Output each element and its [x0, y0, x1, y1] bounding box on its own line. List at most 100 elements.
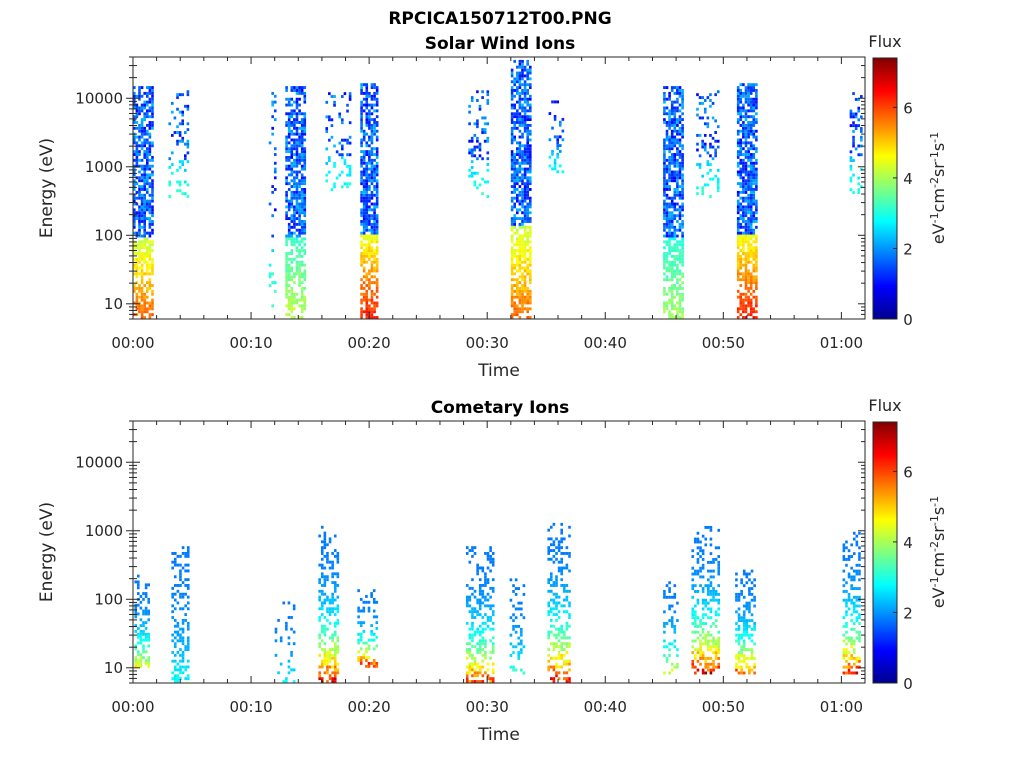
- heatmap-cell: [516, 243, 519, 247]
- heatmap-cell: [736, 222, 740, 226]
- heatmap-cell: [678, 243, 682, 247]
- heatmap-cell: [510, 234, 514, 238]
- heatmap-cell: [181, 653, 185, 657]
- heatmap-cell: [285, 240, 288, 244]
- heatmap-cell: [752, 240, 756, 244]
- heatmap-cell: [484, 581, 487, 585]
- heatmap-cell: [852, 115, 855, 119]
- heatmap-cell: [298, 86, 301, 90]
- heatmap-cell: [852, 135, 855, 139]
- heatmap-cell: [333, 572, 337, 576]
- heatmap-cell: [145, 123, 149, 127]
- heatmap-cell: [293, 126, 296, 130]
- heatmap-cell: [847, 555, 851, 558]
- heatmap-cell: [481, 116, 484, 120]
- heatmap-cell: [736, 269, 740, 273]
- heatmap-cell: [512, 627, 515, 631]
- heatmap-cell: [528, 292, 532, 296]
- heatmap-cell: [521, 243, 524, 247]
- heatmap-cell: [676, 243, 679, 247]
- heatmap-cell: [747, 205, 750, 209]
- heatmap-cell: [556, 144, 559, 148]
- heatmap-cell: [703, 145, 707, 149]
- heatmap-cell: [145, 115, 149, 119]
- heatmap-cell: [343, 138, 347, 142]
- heatmap-cell: [663, 240, 666, 244]
- heatmap-cell: [668, 158, 671, 162]
- heatmap-cell: [300, 190, 304, 194]
- heatmap-cell: [140, 263, 144, 267]
- heatmap-cell: [558, 120, 562, 124]
- heatmap-cell: [483, 128, 487, 132]
- heatmap-cell: [755, 275, 758, 279]
- heatmap-cell: [323, 648, 327, 651]
- heatmap-cell: [739, 91, 743, 95]
- heatmap-cell: [375, 222, 379, 226]
- heatmap-cell: [676, 129, 679, 133]
- heatmap-cell: [747, 153, 750, 156]
- heatmap-cell: [373, 129, 376, 133]
- heatmap-cell: [473, 671, 477, 675]
- heatmap-cell: [744, 275, 748, 279]
- heatmap-cell: [560, 540, 563, 544]
- heatmap-cell: [135, 164, 139, 168]
- heatmap-cell: [744, 211, 748, 215]
- heatmap-cell: [148, 240, 152, 244]
- heatmap-cell: [140, 188, 144, 191]
- heatmap-cell: [749, 155, 753, 159]
- heatmap-cell: [178, 183, 182, 187]
- heatmap-cell: [478, 680, 482, 683]
- heatmap-cell: [333, 674, 337, 678]
- heatmap-cell: [678, 214, 682, 218]
- heatmap-cell: [752, 295, 756, 299]
- heatmap-cell: [749, 208, 753, 212]
- heatmap-cell: [320, 552, 324, 555]
- heatmap-cell: [287, 123, 291, 127]
- heatmap-cell: [557, 650, 561, 654]
- heatmap-cell: [510, 80, 514, 84]
- heatmap-cell: [551, 152, 554, 156]
- heatmap-cell: [173, 563, 177, 567]
- heatmap-cell: [736, 138, 740, 142]
- heatmap-cell: [481, 90, 484, 94]
- heatmap-cell: [854, 147, 858, 151]
- heatmap-cell: [133, 231, 136, 235]
- plot-frame: [132, 56, 866, 320]
- heatmap-cell: [134, 615, 138, 619]
- heatmap-cell: [526, 132, 529, 136]
- heatmap-cell: [300, 188, 304, 191]
- heatmap-cell: [553, 100, 557, 104]
- heatmap-cell: [698, 116, 702, 120]
- heatmap-cell: [678, 260, 682, 264]
- heatmap-cell: [148, 272, 152, 276]
- heatmap-cell: [847, 549, 851, 553]
- heatmap-cell: [290, 196, 294, 200]
- heatmap-cell: [139, 595, 143, 598]
- heatmap-cell: [143, 225, 146, 229]
- heatmap-cell: [857, 118, 861, 122]
- heatmap-cell: [678, 167, 682, 171]
- heatmap-cell: [709, 671, 713, 675]
- heatmap-cell: [526, 144, 529, 148]
- heatmap-cell: [368, 176, 371, 180]
- heatmap-cell: [303, 118, 307, 122]
- heatmap-cell: [133, 121, 136, 124]
- heatmap-cell: [181, 592, 185, 596]
- heatmap-cell: [516, 289, 519, 293]
- heatmap-cell: [328, 613, 332, 617]
- heatmap-cell: [357, 641, 360, 645]
- heatmap-cell: [298, 170, 301, 174]
- heatmap-cell: [555, 604, 558, 608]
- heatmap-cell: [143, 252, 146, 255]
- heatmap-cell: [676, 193, 679, 197]
- heatmap-cell: [489, 604, 492, 608]
- heatmap-cell: [528, 234, 532, 238]
- heatmap-cell: [550, 624, 553, 628]
- heatmap-cell: [523, 260, 527, 264]
- heatmap-cell: [184, 192, 187, 196]
- heatmap-cell: [516, 284, 519, 287]
- heatmap-cell: [184, 554, 187, 558]
- heatmap-cell: [476, 642, 479, 646]
- heatmap-cell: [375, 266, 379, 270]
- heatmap-cell: [526, 74, 529, 78]
